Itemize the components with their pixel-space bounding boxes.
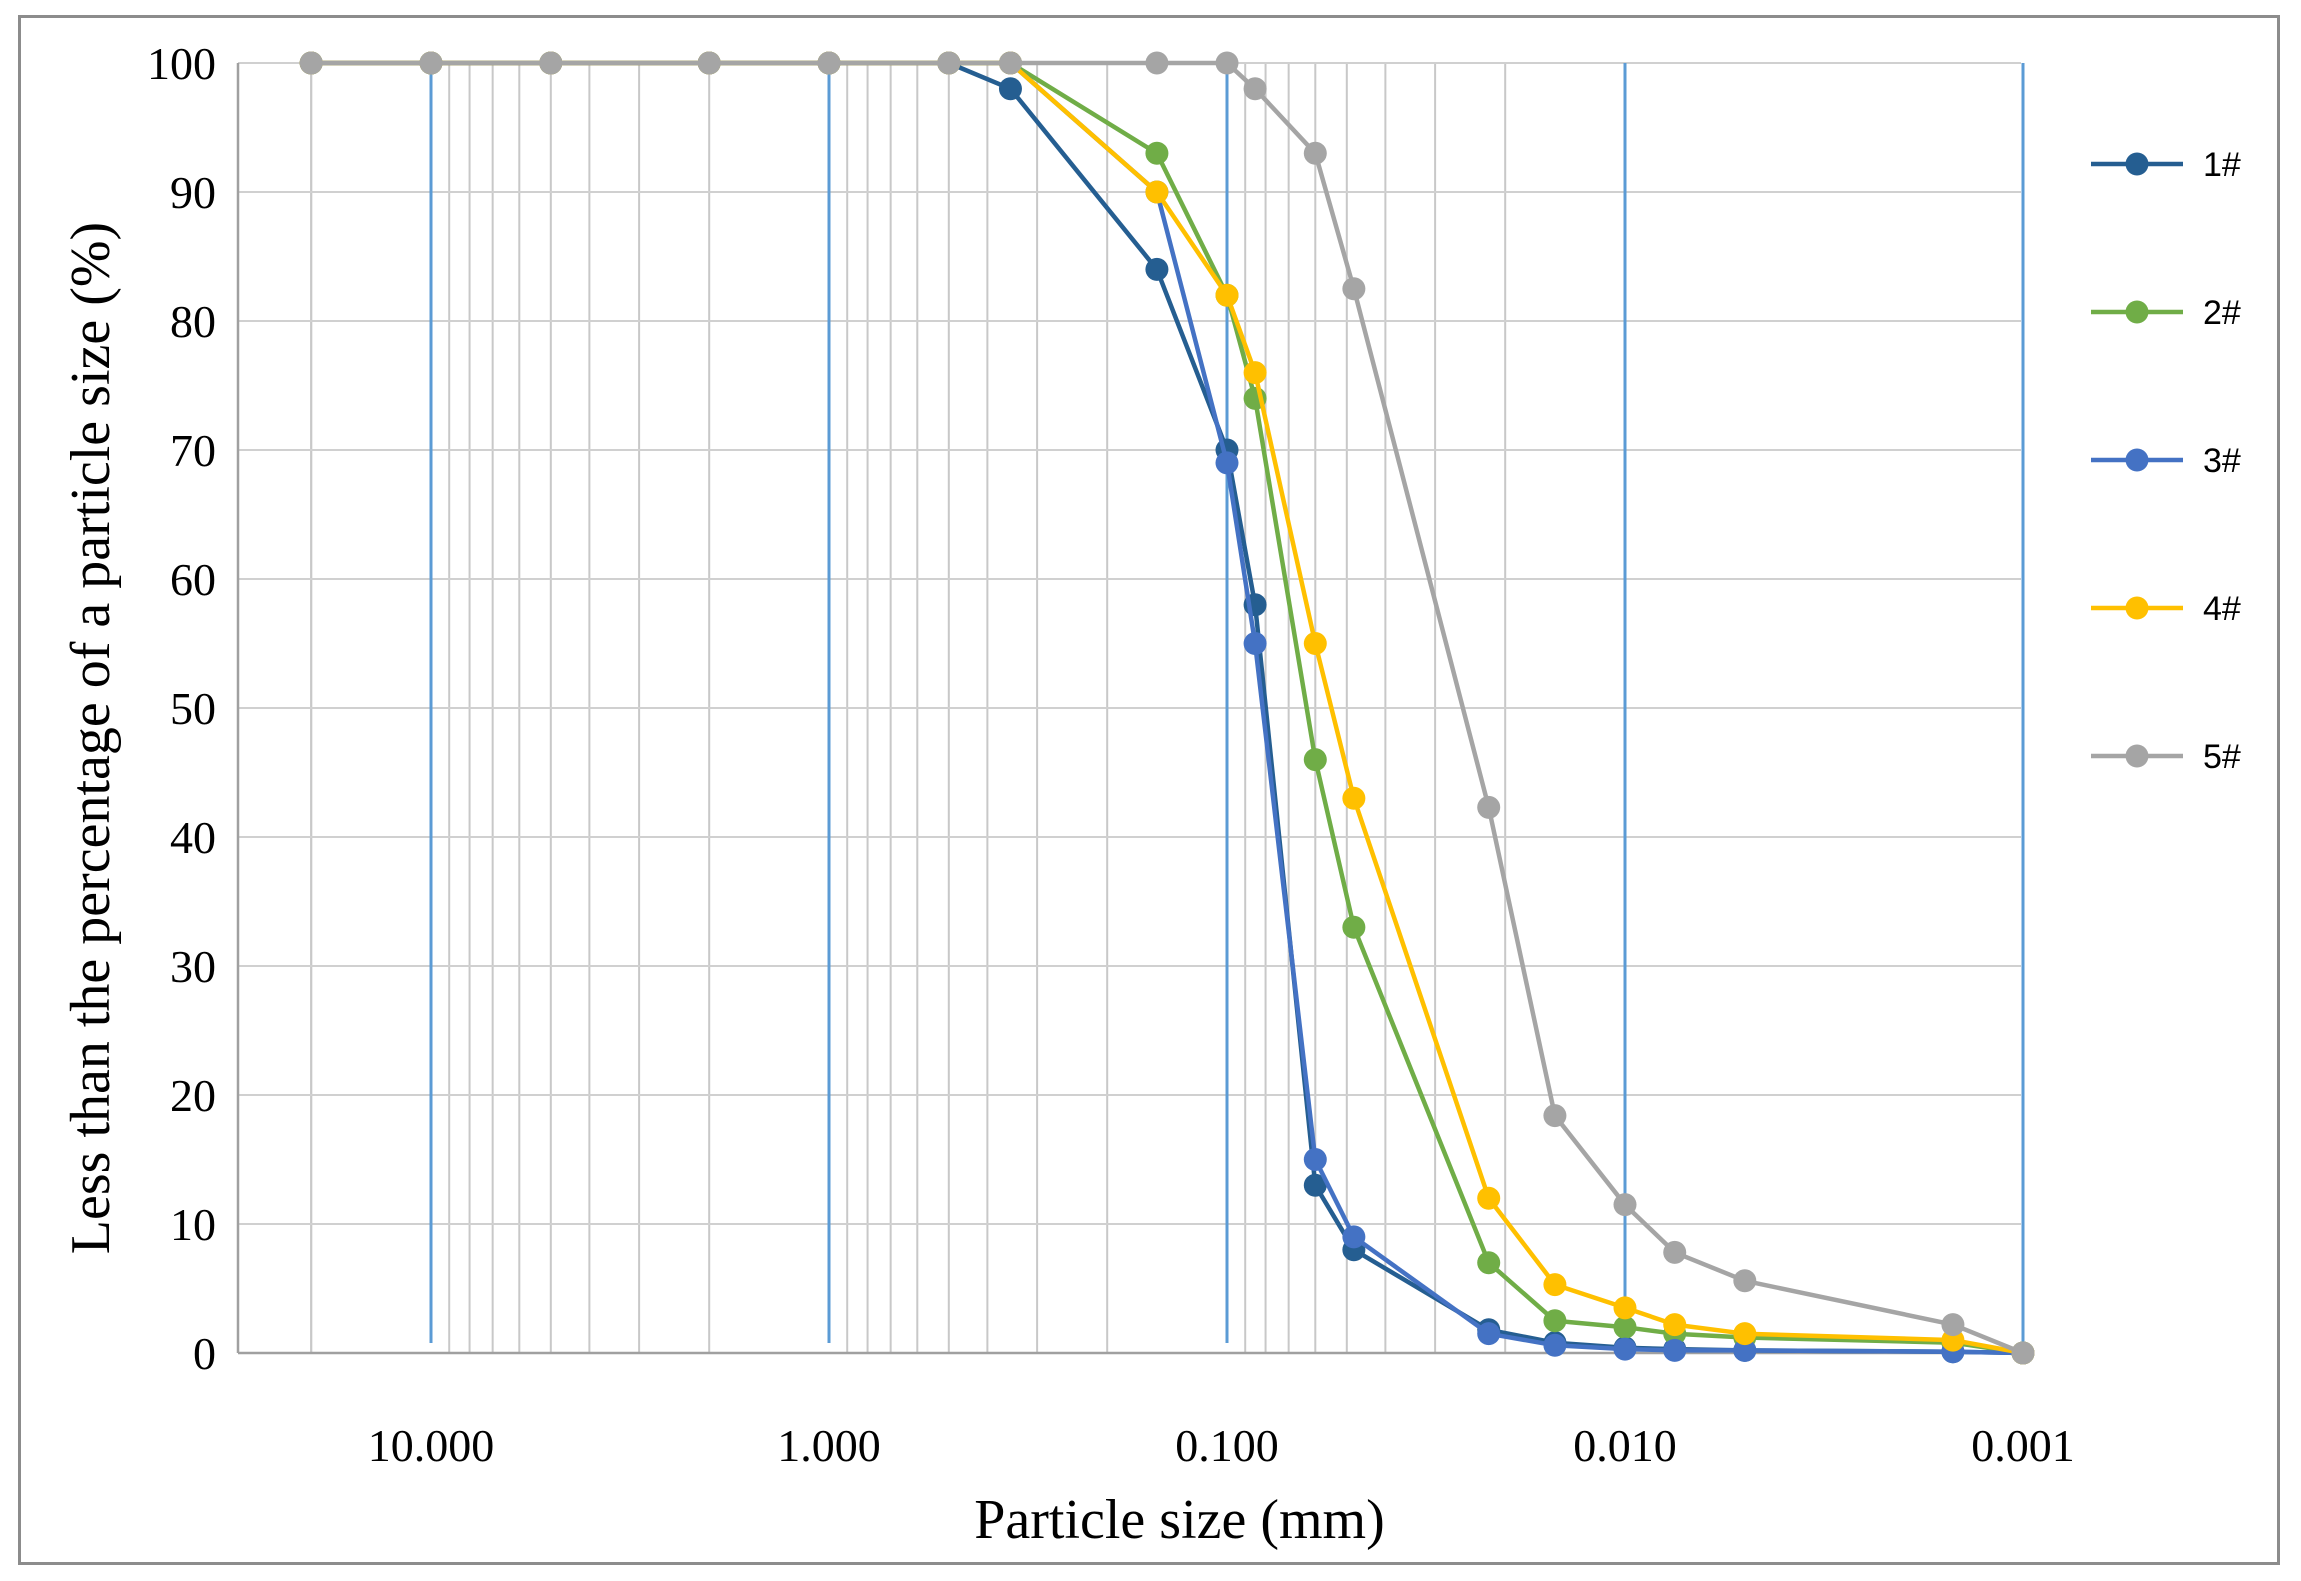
data-point (1941, 1313, 1965, 1337)
legend-swatch-marker (2125, 448, 2149, 472)
data-point (1303, 748, 1327, 772)
data-point (1663, 1313, 1687, 1337)
data-point (937, 51, 961, 75)
data-point (1243, 77, 1267, 101)
horizontal-gridlines (238, 62, 2021, 1354)
data-point (419, 51, 443, 75)
data-point (1477, 795, 1501, 819)
legend-swatch-marker (2125, 744, 2149, 768)
x-axis-title: Particle size (mm) (974, 1489, 1385, 1551)
data-point (1303, 632, 1327, 655)
series-layer (299, 51, 2035, 1365)
y-tick-label: 70 (170, 425, 216, 476)
data-point (539, 51, 563, 75)
data-point (1342, 1225, 1366, 1249)
legend-swatch-marker (2125, 596, 2149, 620)
data-point (1215, 451, 1239, 475)
data-point (299, 51, 323, 75)
data-point (1543, 1309, 1567, 1333)
data-point (1215, 283, 1239, 307)
data-point (1477, 1322, 1501, 1346)
legend-label: 1# (2203, 146, 2241, 184)
data-point (697, 51, 721, 75)
x-tick-labels: 10.000 1.000 0.100 0.010 0.001 (368, 1420, 2075, 1471)
data-point (1342, 786, 1366, 810)
data-point (1613, 1193, 1637, 1217)
data-point (1477, 1251, 1501, 1275)
x-tick-label: 1.000 (777, 1420, 881, 1471)
data-point (1613, 1337, 1637, 1361)
data-point (998, 77, 1022, 101)
data-point (1733, 1269, 1757, 1293)
x-tick-label: 0.010 (1573, 1420, 1677, 1471)
x-tick-label: 10.000 (368, 1420, 495, 1471)
y-tick-label: 50 (170, 683, 216, 734)
legend-label: 4# (2203, 590, 2241, 628)
chart-canvas: 0 10 20 30 40 50 60 70 80 90 100 10.000 1.000 0.100 0… (60, 38, 2241, 1551)
major-gridlines (429, 63, 2025, 1343)
legend-entry: 4# (2091, 590, 2241, 628)
data-point (1145, 141, 1169, 165)
data-point (1613, 1296, 1637, 1320)
y-axis-title: Less than the percentage of a particle s… (60, 222, 122, 1254)
data-point (1663, 1240, 1687, 1264)
data-point (1342, 277, 1366, 301)
chart-figure: 0 10 20 30 40 50 60 70 80 90 100 10.000 1.000 0.100 0… (18, 15, 2280, 1565)
y-tick-label: 10 (170, 1199, 216, 1250)
data-point (1303, 1173, 1327, 1197)
data-point (1145, 180, 1169, 204)
data-point (1303, 141, 1327, 165)
data-point (817, 51, 841, 75)
data-point (1243, 632, 1267, 655)
legend-label: 5# (2203, 738, 2241, 776)
data-point (1733, 1322, 1757, 1346)
data-point (1613, 1315, 1637, 1339)
y-tick-label: 100 (147, 38, 216, 89)
data-point (1543, 1333, 1567, 1357)
data-point (1303, 1148, 1327, 1171)
y-tick-label: 20 (170, 1070, 216, 1121)
x-tick-label: 0.001 (1971, 1420, 2075, 1471)
data-point (1145, 51, 1169, 75)
legend-entry: 2# (2091, 294, 2241, 332)
data-point (1342, 915, 1366, 939)
data-point (1663, 1338, 1687, 1362)
data-point (1243, 361, 1267, 385)
data-point (2011, 1341, 2035, 1365)
y-tick-label: 80 (170, 296, 216, 347)
x-tick-label: 0.100 (1175, 1420, 1279, 1471)
data-point (998, 51, 1022, 75)
legend-swatch-marker (2125, 300, 2149, 324)
plot-axes (236, 63, 2021, 1355)
y-tick-label: 40 (170, 812, 216, 863)
data-point (1145, 257, 1169, 281)
y-tick-label: 30 (170, 941, 216, 992)
data-point (1477, 1186, 1501, 1210)
legend-entry: 1# (2091, 146, 2241, 184)
legend-entry: 3# (2091, 442, 2241, 480)
legend-swatch-marker (2125, 152, 2149, 176)
legend-label: 3# (2203, 442, 2241, 480)
data-point (1215, 51, 1239, 75)
data-point (1543, 1104, 1567, 1128)
series-5 (299, 51, 2035, 1365)
y-tick-label: 0 (193, 1328, 216, 1379)
legend-entry: 5# (2091, 738, 2241, 776)
data-point (1543, 1273, 1567, 1297)
y-tick-label: 60 (170, 554, 216, 605)
legend: 1# 2# 3# 4# 5# (2091, 146, 2241, 776)
data-point (1733, 1338, 1757, 1362)
y-tick-labels: 0 10 20 30 40 50 60 70 80 90 100 (147, 38, 216, 1379)
y-tick-label: 90 (170, 167, 216, 218)
legend-label: 2# (2203, 294, 2241, 332)
